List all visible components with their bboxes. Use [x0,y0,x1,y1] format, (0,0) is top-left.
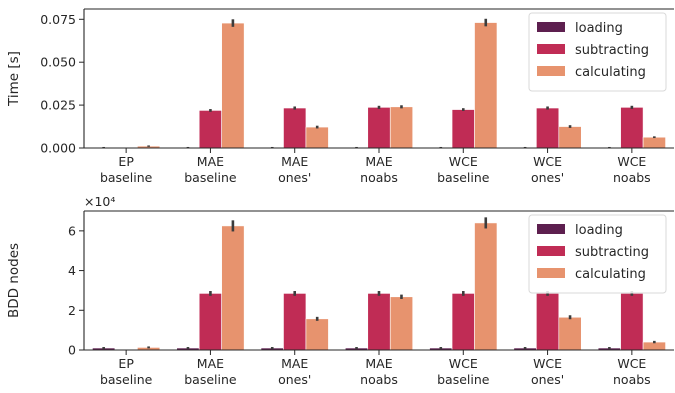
x-tick-label-line2: baseline [100,372,153,387]
x-tick-label-line1: WCE [449,154,478,169]
y-tick-label: 6 [68,223,76,238]
x-tick-label-line1: EP [118,154,134,169]
bar-calculating-4 [474,22,498,149]
x-tick-label-line2: baseline [184,372,237,387]
legend-swatch-loading [537,224,565,234]
legend-swatch-subtracting [537,44,565,54]
x-tick-label-line1: MAE [365,154,392,169]
bar-calculating-5 [558,316,582,351]
offset-text: ×10⁴ [84,194,115,209]
bar-calculating-1 [221,225,245,351]
x-tick-label-line1: WCE [449,356,478,371]
x-tick-label-line1: MAE [281,356,308,371]
x-tick-label-line2: ones' [278,170,311,185]
bar-subtracting-5 [536,293,560,351]
bar-subtracting-3 [367,293,391,351]
x-tick-label-line2: noabs [360,170,398,185]
bar-subtracting-6 [620,107,644,149]
x-tick-label-line2: baseline [437,170,490,185]
bar-calculating-6 [642,136,666,149]
x-tick-label-line1: MAE [365,356,392,371]
y-tick-label: 0.025 [40,98,76,113]
x-tick-label-line1: WCE [617,356,646,371]
legend-label-loading: loading [575,223,623,238]
x-tick-label-line1: WCE [617,154,646,169]
y-tick-label: 0 [68,343,76,358]
y-tick-label: 4 [68,263,76,278]
x-tick-label-line2: noabs [360,372,398,387]
legend-label-loading: loading [575,21,623,36]
x-tick-label-line1: MAE [197,154,224,169]
bar-calculating-1 [221,22,245,149]
y-tick-label: 0.075 [40,12,76,27]
x-tick-label-line2: noabs [613,170,651,185]
bar-subtracting-2 [283,107,307,149]
x-tick-label-line2: baseline [184,170,237,185]
bar-subtracting-4 [451,109,475,149]
bar-subtracting-6 [620,293,644,351]
x-tick-label-line2: baseline [100,170,153,185]
x-tick-label-line2: baseline [437,372,490,387]
legend-label-calculating: calculating [575,65,646,80]
x-tick-label-line1: MAE [281,154,308,169]
legend-label-calculating: calculating [575,267,646,282]
bar-calculating-2 [305,318,329,351]
bar-subtracting-2 [283,293,307,351]
bar-calculating-3 [389,106,414,149]
x-tick-label-line2: ones' [531,170,564,185]
bar-subtracting-1 [198,110,222,149]
x-tick-label-line1: WCE [533,154,562,169]
bar-calculating-4 [474,222,498,351]
x-tick-label-line1: EP [118,356,134,371]
x-tick-label-line1: MAE [197,356,224,371]
x-tick-label-line2: ones' [278,372,311,387]
x-tick-label-line2: noabs [613,372,651,387]
y-tick-label: 2 [68,303,76,318]
legend-label-subtracting: subtracting [575,245,649,260]
legend: loading subtracting calculating [528,12,667,92]
legend-swatch-loading [537,22,565,32]
y-tick-label: 0.050 [40,55,76,70]
bar-subtracting-1 [198,293,222,351]
y-tick-label: 0.000 [40,141,76,156]
bar-calculating-3 [389,296,414,351]
bar-subtracting-3 [367,107,391,149]
legend: loading subtracting calculating [528,214,667,294]
y-axis-label: BDD nodes [6,243,22,318]
legend-swatch-calculating [537,268,565,278]
y-axis-label: Time [s] [6,51,22,107]
legend-swatch-calculating [537,66,565,76]
x-tick-label-line2: ones' [531,372,564,387]
bar-subtracting-5 [536,107,560,149]
bar-subtracting-4 [451,293,475,351]
legend-swatch-subtracting [537,246,565,256]
x-tick-label-line1: WCE [533,356,562,371]
legend-label-subtracting: subtracting [575,43,649,58]
bar-calculating-2 [305,126,329,149]
bar-calculating-5 [558,126,582,149]
